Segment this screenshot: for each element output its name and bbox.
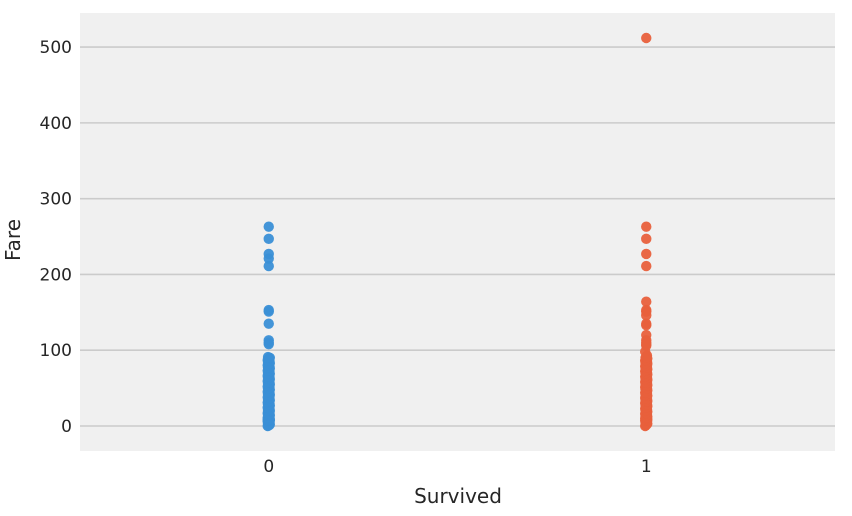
- data-point: [263, 318, 274, 329]
- data-point: [641, 221, 652, 232]
- y-tick-label: 100: [40, 341, 72, 361]
- data-point: [641, 296, 652, 307]
- data-point: [641, 233, 652, 245]
- grid-lines: [80, 46, 835, 427]
- y-tick-label: 500: [40, 38, 72, 58]
- y-tick-label: 0: [61, 417, 72, 437]
- y-tick-label: 300: [40, 190, 72, 210]
- x-axis-label: Survived: [414, 484, 502, 508]
- data-point: [263, 335, 274, 346]
- data-point: [263, 233, 274, 245]
- data-point: [263, 248, 274, 260]
- data-point: [641, 318, 652, 329]
- y-tick-label: 400: [40, 114, 72, 134]
- data-point: [641, 329, 652, 341]
- data-point: [641, 32, 652, 44]
- data-point: [263, 260, 274, 272]
- x-tick-label: 1: [641, 457, 652, 477]
- data-point: [641, 304, 652, 316]
- y-axis-label: Fare: [1, 219, 25, 261]
- data-points: [262, 32, 653, 432]
- data-point: [641, 248, 652, 260]
- data-point: [263, 304, 274, 316]
- data-point: [263, 221, 274, 232]
- y-tick-labels: 0 100 200 300 400 500: [40, 38, 72, 437]
- data-point: [262, 351, 274, 363]
- x-tick-label: 0: [263, 457, 274, 477]
- data-point: [641, 260, 652, 272]
- y-tick-label: 200: [40, 265, 72, 285]
- plot-background: [80, 13, 835, 451]
